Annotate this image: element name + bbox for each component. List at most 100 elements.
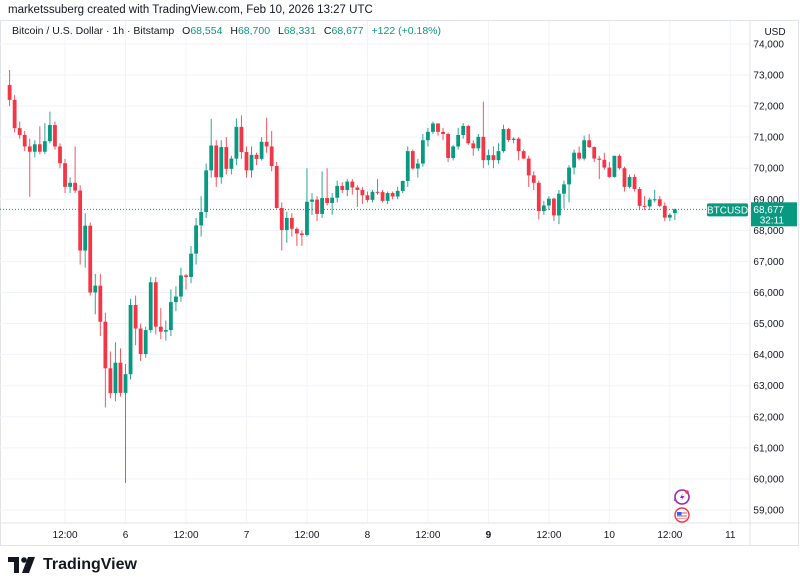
candle-down [466,124,471,145]
y-tick-label: 66,000 [753,288,784,299]
candle-body [476,136,481,149]
candle-down [184,273,188,290]
candle-up [385,191,390,204]
candle-body [103,321,108,369]
candle-body [400,180,405,191]
candle-down [12,95,17,133]
candle-body [662,205,667,218]
candle-up [194,217,198,265]
candle-body [415,163,420,169]
candle-up [612,155,617,178]
candle-body [632,176,637,190]
candle-up [148,276,153,333]
candle-body [672,209,677,214]
candle-body [179,275,183,297]
x-tick-label: 12:00 [173,530,198,541]
lightning-event-icon[interactable] [673,489,690,505]
candle-down [264,117,269,153]
candle-down [279,202,284,251]
candle-down [355,185,360,208]
y-tick-label: 74,000 [753,39,784,50]
candle-body [521,151,526,159]
candle-body [78,190,83,251]
candle-body [385,193,390,201]
candle-down [78,185,83,265]
candle-up [426,127,430,147]
candle-up [541,200,546,215]
candle-up [582,135,587,161]
x-tick-label: 11 [725,530,736,541]
candle-body [325,198,330,204]
candle-down [536,180,541,220]
candle-up [310,193,314,215]
candle-body [642,205,647,207]
candle-up [557,189,561,225]
candle-body [405,151,410,181]
candle-down [436,123,440,136]
candle-up [496,143,501,164]
candle-body [491,155,496,161]
candle-body [249,154,254,171]
candle-up [431,121,435,135]
currency-selector[interactable]: USD [764,26,786,38]
candle-body [53,125,57,147]
candle-up [567,165,571,203]
candle-body [163,330,168,332]
candle-body [58,146,62,164]
candle-down [108,351,113,399]
candle-down [269,130,274,172]
candle-down [17,121,22,139]
candle-up [345,179,350,197]
us-flag-event-icon[interactable] [674,507,690,523]
candle-body [244,152,249,171]
tradingview-logo-icon [8,557,35,573]
candle-down [27,138,32,197]
candle-down [521,149,526,159]
candle-down [289,213,294,237]
candle-body [456,134,461,147]
candle-up [511,137,516,144]
candle-body [224,147,229,169]
candle-body [541,205,546,212]
candle-down [506,127,511,142]
candle-body [264,141,269,147]
high-label: H [230,25,238,37]
candle-up [209,118,214,178]
candle-down [254,152,259,166]
candle-body [269,146,274,167]
candle-body [174,296,178,303]
candle-body [153,282,158,327]
tradingview-brand: TradingView [8,556,137,574]
candle-up [572,149,576,175]
candle-down [98,273,103,336]
y-tick-label: 70,000 [753,164,784,175]
candle-down [53,121,57,150]
candle-down [390,191,395,200]
x-tick-label: 6 [123,530,129,541]
candle-body [526,158,531,176]
symbol-title: Bitcoin / U.S. Dollar · 1h · Bitstamp [12,25,175,37]
candle-up [143,326,148,358]
candle-body [431,123,435,132]
candle-body [289,217,294,229]
candle-up [405,146,410,187]
candle-body [365,195,370,200]
candle-down [526,155,531,187]
candle-body [199,212,204,226]
candle-body [410,151,415,169]
candle-up [199,196,204,237]
candle-down [446,132,450,162]
candle-body [582,140,587,159]
candle-down [153,276,158,335]
candle-up [189,245,193,284]
y-tick-label: 61,000 [753,443,784,454]
candle-body [335,185,340,198]
candle-body [305,201,309,236]
candle-up [667,213,672,222]
chart-frame [0,20,799,546]
candle-body [300,233,304,236]
candle-body [602,159,607,168]
candle-up [284,211,289,243]
candle-up [400,180,405,194]
